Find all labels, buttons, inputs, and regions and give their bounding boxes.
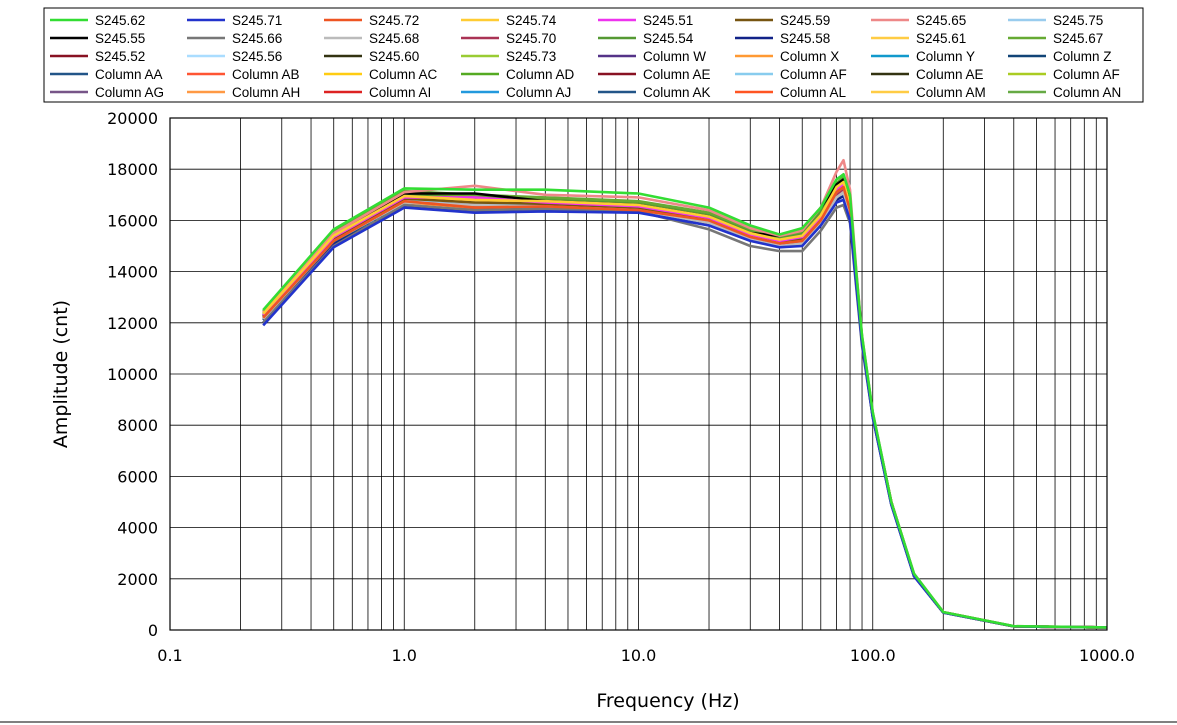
x-tick-label: 1.0 xyxy=(392,646,417,665)
x-tick-label: 10.0 xyxy=(621,646,657,665)
legend-label: Column AK xyxy=(643,85,711,100)
legend-label: Column AH xyxy=(232,85,300,100)
y-tick-label: 6000 xyxy=(117,467,158,486)
legend-label: Column AJ xyxy=(506,85,571,100)
legend-label: Column Z xyxy=(1053,49,1112,64)
series-line xyxy=(262,190,1108,629)
legend-label: S245.52 xyxy=(95,49,145,64)
legend-label: S245.61 xyxy=(916,31,966,46)
y-tick-label: 8000 xyxy=(117,416,158,435)
series-line xyxy=(262,203,1108,629)
series-line xyxy=(262,183,1108,629)
legend-label: S245.56 xyxy=(232,49,282,64)
plot-frame xyxy=(169,117,1108,631)
series-line xyxy=(262,178,1108,629)
legend-label: Column AF xyxy=(780,67,847,82)
y-tick-label: 20000 xyxy=(107,109,158,128)
y-tick-label: 16000 xyxy=(107,211,158,230)
legend-label: S245.62 xyxy=(95,13,145,28)
series-line xyxy=(262,175,1108,629)
legend-label: Column Y xyxy=(916,49,975,64)
y-tick-label: 14000 xyxy=(107,263,158,282)
legend-label: Column AA xyxy=(95,67,163,82)
series-line xyxy=(262,180,1108,629)
legend-label: Column AC xyxy=(369,67,438,82)
x-tick-labels: 0.1 1.0 10.0 100.0 1000.0 xyxy=(157,646,1135,665)
x-tick-label: 0.1 xyxy=(157,646,182,665)
legend-label: S245.72 xyxy=(369,13,419,28)
series-line xyxy=(262,183,1108,629)
series-line xyxy=(262,178,1108,629)
series-line xyxy=(262,184,1108,629)
legend-label: Column AB xyxy=(232,67,300,82)
series-line xyxy=(262,180,1108,629)
legend-label: S245.71 xyxy=(232,13,282,28)
legend-label: Column W xyxy=(643,49,706,64)
series-line xyxy=(262,185,1108,629)
legend-label: Column AM xyxy=(916,85,986,100)
legend-label: Column AN xyxy=(1053,85,1121,100)
x-tick-label: 1000.0 xyxy=(1079,646,1135,665)
series-line xyxy=(262,184,1108,629)
legend-label: Column AE xyxy=(643,67,711,82)
legend-label: S245.67 xyxy=(1053,31,1103,46)
legend-box xyxy=(43,7,1144,103)
series-line xyxy=(262,190,1108,629)
legend-label: S245.60 xyxy=(369,49,419,64)
legend-label: S245.74 xyxy=(506,13,557,28)
y-tick-label: 0 xyxy=(148,621,158,640)
series-line xyxy=(262,185,1108,629)
series-line xyxy=(262,188,1108,629)
legend-label: S245.73 xyxy=(506,49,556,64)
legend: S245.62 S245.71 S245.72 S245.74 S245.51 S245.… xyxy=(43,7,1144,103)
series-line xyxy=(262,179,1108,629)
legend-label: S245.66 xyxy=(232,31,282,46)
series-line xyxy=(262,189,1108,629)
series-line xyxy=(262,184,1108,629)
legend-label: S245.75 xyxy=(1053,13,1103,28)
x-tick-label: 100.0 xyxy=(850,646,896,665)
series-line xyxy=(262,188,1108,629)
series-line xyxy=(262,185,1108,629)
series-layer xyxy=(262,158,1108,629)
series-line xyxy=(262,158,1108,629)
legend-label: Column AF xyxy=(1053,67,1120,82)
y-tick-label: 18000 xyxy=(107,160,158,179)
legend-label: S245.59 xyxy=(780,13,830,28)
legend-label: S245.55 xyxy=(95,31,145,46)
legend-label: Column AG xyxy=(95,85,164,100)
y-tick-labels: 0 2000 4000 6000 8000 10000 12000 14000 16000 180… xyxy=(107,109,158,640)
y-tick-label: 2000 xyxy=(117,570,158,589)
legend-label: S245.68 xyxy=(369,31,419,46)
legend-label: Column AE xyxy=(916,67,984,82)
series-line xyxy=(262,173,1108,629)
legend-label: Column AL xyxy=(780,85,847,100)
legend-label: S245.65 xyxy=(916,13,966,28)
series-line xyxy=(262,187,1108,629)
legend-label: S245.54 xyxy=(643,31,694,46)
legend-label: S245.70 xyxy=(506,31,556,46)
legend-label: S245.58 xyxy=(780,31,830,46)
x-axis-title: Frequency (Hz) xyxy=(596,690,739,712)
y-tick-label: 10000 xyxy=(107,365,158,384)
series-line xyxy=(262,198,1108,629)
series-line xyxy=(262,188,1108,629)
legend-label: Column AI xyxy=(369,85,431,100)
series-line xyxy=(262,194,1108,629)
legend-label: Column AD xyxy=(506,67,575,82)
y-tick-label: 4000 xyxy=(117,519,158,538)
series-line xyxy=(262,182,1108,629)
legend-label: Column X xyxy=(780,49,839,64)
y-tick-label: 12000 xyxy=(107,314,158,333)
legend-label: S245.51 xyxy=(643,13,693,28)
y-axis-title: Amplitude (cnt) xyxy=(50,300,72,448)
series-line xyxy=(262,187,1108,629)
